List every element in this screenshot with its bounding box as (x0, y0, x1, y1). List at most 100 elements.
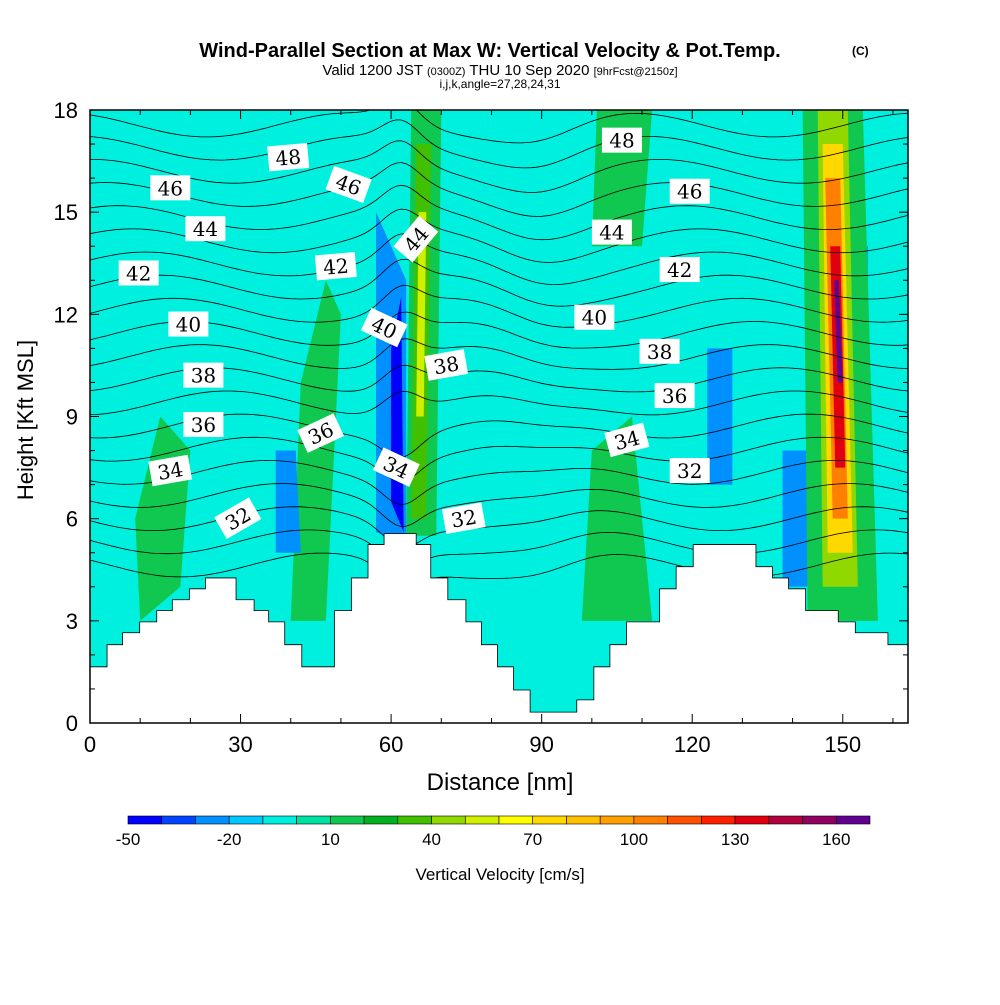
theta-label: 48 (267, 142, 310, 172)
theta-label-box (168, 311, 209, 337)
theta-contour-47 (90, 140, 908, 193)
chart-title: Wind-Parallel Section at Max W: Vertical… (199, 40, 780, 62)
colorbar-tick-label: 10 (321, 830, 340, 849)
colorbar-tick-label: 100 (620, 830, 648, 849)
theta-label-box (654, 383, 695, 409)
theta-label: 44 (591, 219, 632, 245)
y-tick-label: 9 (66, 405, 78, 430)
theta-label-text: 48 (609, 129, 634, 153)
theta-label-text: 46 (158, 176, 183, 200)
colorbar-swatch (431, 815, 466, 825)
theta-label-box (150, 175, 191, 201)
colorbar-swatch (566, 815, 601, 825)
theta-label-text: 34 (156, 457, 185, 485)
colorbar-swatch (296, 815, 331, 825)
terrain (90, 533, 908, 723)
subtitle-utc: (0300Z) (427, 66, 466, 78)
velocity-region (581, 416, 653, 621)
theta-label-box (424, 349, 469, 381)
theta-contour-31 (90, 529, 908, 569)
y-axis-label: Height [Kft MSL] (13, 340, 38, 500)
x-tick-label: 60 (379, 732, 403, 757)
chart-subtitle: Valid 1200 JST (0300Z) THU 10 Sep 2020 [… (322, 62, 677, 79)
velocity-region (707, 348, 733, 485)
theta-label-box (183, 412, 224, 438)
velocity-region (290, 280, 341, 621)
theta-label-text: 44 (599, 221, 624, 245)
colorbar-swatch (262, 815, 297, 825)
theta-label-text: 44 (193, 217, 218, 241)
colorbar-swatch (397, 815, 432, 825)
theta-contour-37 (90, 390, 908, 416)
theta-label-box (314, 251, 357, 281)
theta-label-text: 38 (647, 340, 672, 364)
theta-label-text: 40 (176, 313, 201, 337)
colorbar-swatch (228, 815, 264, 825)
colorbar-swatch (127, 815, 163, 825)
theta-label: 38 (183, 362, 224, 388)
theta-label: 36 (183, 412, 224, 438)
theta-label-box (669, 178, 710, 204)
theta-label: 44 (185, 216, 226, 242)
theta-contour-34 (90, 459, 908, 505)
colorbar-tick-label: 130 (721, 830, 749, 849)
theta-label-box (325, 165, 372, 204)
theta-contour-46 (90, 162, 908, 217)
theta-contour-35 (90, 436, 908, 482)
x-tick-label: 30 (228, 732, 252, 757)
theta-label: 38 (639, 338, 680, 364)
theta-label-box (659, 257, 700, 283)
velocity-region (275, 450, 301, 553)
colorbar-swatch (498, 815, 534, 825)
theta-label: 42 (118, 260, 159, 286)
theta-label-text: 48 (275, 145, 302, 171)
theta-label: 42 (314, 251, 357, 281)
plot-area: 4846444240383634324642444038363432484644… (90, 110, 908, 723)
theta-label: 40 (168, 311, 209, 337)
x-tick-label: 120 (674, 732, 711, 757)
colorbar-swatch (161, 815, 196, 825)
y-tick-label: 15 (54, 200, 78, 225)
colorbar-swatch (464, 815, 500, 825)
subtitle-valid: Valid 1200 JST (322, 62, 422, 79)
theta-label: 48 (601, 127, 642, 153)
theta-label: 36 (654, 383, 695, 409)
theta-label-box (148, 454, 193, 487)
theta-label-box (372, 447, 420, 487)
theta-contour-39 (90, 338, 908, 370)
theta-label-box (360, 307, 408, 348)
x-tick-label: 150 (824, 732, 861, 757)
theta-label-text: 38 (191, 364, 216, 388)
copyright-mark: (C) (852, 44, 869, 58)
colorbar-swatch (667, 815, 702, 825)
theta-label-box (574, 304, 615, 330)
colorbar-swatch (768, 815, 803, 825)
theta-label: 40 (574, 304, 615, 330)
theta-label-box (214, 497, 262, 540)
theta-label-box (118, 260, 159, 286)
theta-label-box (185, 216, 226, 242)
theta-label-text: 42 (322, 254, 349, 280)
colorbar-tick-label: -20 (217, 830, 242, 849)
theta-contour-49 (90, 110, 908, 144)
subtitle-date: THU 10 Sep 2020 (469, 62, 589, 79)
theta-label-box (267, 142, 310, 172)
colorbar: -50 -20 10 40 70 100 130 160 (116, 815, 871, 849)
chart-subtitle-indices: i,j,k,angle=27,28,24,31 (439, 77, 560, 91)
theta-label: 46 (669, 178, 710, 204)
theta-label-text: 40 (582, 306, 607, 330)
colorbar-swatch (802, 815, 837, 825)
colorbar-label: Vertical Velocity [cm/s] (415, 865, 584, 884)
colorbar-swatch (633, 815, 668, 825)
theta-contour-41 (90, 284, 908, 328)
theta-contour-42 (90, 258, 908, 307)
x-axis-label: Distance [nm] (427, 769, 574, 796)
colorbar-swatch (330, 815, 365, 825)
theta-label: 32 (669, 457, 710, 483)
theta-label-text: 38 (432, 351, 461, 379)
theta-label-box (297, 413, 345, 453)
theta-label-text: 46 (677, 180, 702, 204)
theta-label-box (393, 215, 439, 263)
